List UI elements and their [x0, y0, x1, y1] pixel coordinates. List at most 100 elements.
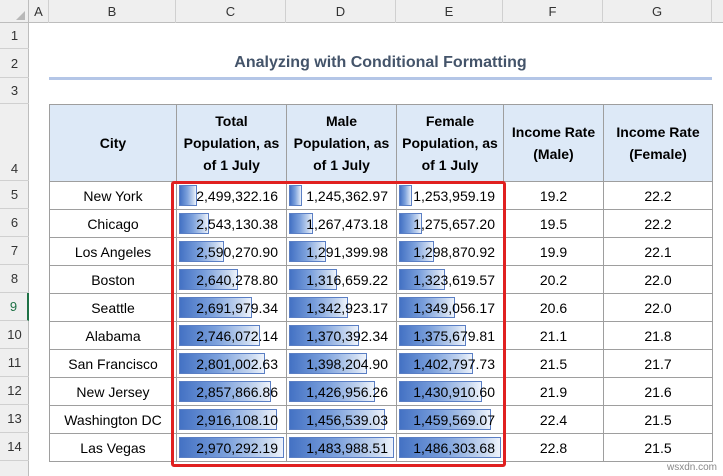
row-header-9[interactable]: 9: [0, 293, 29, 321]
cell-income-rate-male[interactable]: 19.5: [503, 209, 604, 238]
cell-female-population[interactable]: 1,486,303.68: [396, 433, 504, 462]
select-all-corner[interactable]: [0, 0, 29, 23]
cell-value: 2,970,292.19: [196, 439, 278, 456]
header-city[interactable]: City: [49, 104, 177, 182]
cell-total-population[interactable]: 2,916,108.10: [176, 405, 287, 434]
row-header-14[interactable]: 14: [0, 433, 29, 461]
data-bar: [179, 437, 284, 458]
cell-city[interactable]: Alabama: [49, 321, 177, 350]
cell-city[interactable]: Chicago: [49, 209, 177, 238]
cell-income-rate-male[interactable]: 19.2: [503, 181, 604, 210]
header-male-population[interactable]: Male Population, as of 1 July: [286, 104, 397, 182]
header-income-rate-male[interactable]: Income Rate (Male): [503, 104, 604, 182]
cell-income-rate-female[interactable]: 22.2: [603, 209, 713, 238]
cell-female-population[interactable]: 1,402,797.73: [396, 349, 504, 378]
header-female-population[interactable]: Female Population, as of 1 July: [396, 104, 504, 182]
cell-income-rate-male[interactable]: 21.1: [503, 321, 604, 350]
header-income-rate-female[interactable]: Income Rate (Female): [603, 104, 713, 182]
cell-income-rate-female[interactable]: 21.6: [603, 377, 713, 406]
cell-income-rate-male[interactable]: 21.9: [503, 377, 604, 406]
cell-male-population[interactable]: 1,245,362.97: [286, 181, 397, 210]
row-header-8[interactable]: 8: [0, 265, 29, 293]
cell-value: 1,267,473.18: [306, 215, 388, 232]
cell-male-population[interactable]: 1,370,392.34: [286, 321, 397, 350]
cell-city[interactable]: San Francisco: [49, 349, 177, 378]
data-bar: [179, 325, 261, 346]
cell-city[interactable]: New York: [49, 181, 177, 210]
column-header-e[interactable]: E: [396, 0, 503, 23]
column-header-a[interactable]: A: [29, 0, 49, 23]
row-header-6[interactable]: 6: [0, 209, 29, 237]
table-row: Boston 2,640,278.80 1,316,659.22 1,323,619.…: [49, 265, 713, 294]
row-header-1[interactable]: 1: [0, 23, 29, 49]
cell-male-population[interactable]: 1,291,399.98: [286, 237, 397, 266]
row-header-12[interactable]: 12: [0, 377, 29, 405]
row-header-3[interactable]: 3: [0, 78, 29, 104]
row-header-11[interactable]: 11: [0, 349, 29, 377]
cell-female-population[interactable]: 1,275,657.20: [396, 209, 504, 238]
data-bar: [399, 325, 467, 346]
cell-income-rate-male[interactable]: 20.6: [503, 293, 604, 322]
cell-city[interactable]: Las Vegas: [49, 433, 177, 462]
cell-value: 2,499,322.16: [196, 187, 278, 204]
cell-value: 2,590,270.90: [196, 243, 278, 260]
cell-income-rate-female[interactable]: 22.2: [603, 181, 713, 210]
cell-female-population[interactable]: 1,375,679.81: [396, 321, 504, 350]
sheet-title[interactable]: Analyzing with Conditional Formatting: [234, 54, 527, 71]
data-bar: [289, 325, 360, 346]
cell-income-rate-male[interactable]: 21.5: [503, 349, 604, 378]
cell-total-population[interactable]: 2,640,278.80: [176, 265, 287, 294]
cell-city[interactable]: New Jersey: [49, 377, 177, 406]
cell-income-rate-male[interactable]: 22.4: [503, 405, 604, 434]
cell-city[interactable]: Los Angeles: [49, 237, 177, 266]
cell-male-population[interactable]: 1,267,473.18: [286, 209, 397, 238]
column-header-g[interactable]: G: [603, 0, 712, 23]
cell-city[interactable]: Seattle: [49, 293, 177, 322]
cell-total-population[interactable]: 2,857,866.86: [176, 377, 287, 406]
table-row: New Jersey 2,857,866.86 1,426,956.26 1,430,…: [49, 377, 713, 406]
cell-income-rate-female[interactable]: 22.0: [603, 265, 713, 294]
cell-value: 1,375,679.81: [413, 327, 495, 344]
column-header-b[interactable]: B: [49, 0, 176, 23]
column-header-f[interactable]: F: [503, 0, 603, 23]
cell-income-rate-male[interactable]: 22.8: [503, 433, 604, 462]
cell-income-rate-female[interactable]: 22.1: [603, 237, 713, 266]
cell-male-population[interactable]: 1,316,659.22: [286, 265, 397, 294]
cell-total-population[interactable]: 2,499,322.16: [176, 181, 287, 210]
header-total-population[interactable]: Total Population, as of 1 July: [176, 104, 287, 182]
cell-male-population[interactable]: 1,456,539.03: [286, 405, 397, 434]
cell-total-population[interactable]: 2,801,002.63: [176, 349, 287, 378]
cell-value: 1,323,619.57: [413, 271, 495, 288]
cell-male-population[interactable]: 1,426,956.26: [286, 377, 397, 406]
column-header-c[interactable]: C: [176, 0, 286, 23]
row-header-2[interactable]: 2: [0, 49, 29, 78]
cell-income-rate-male[interactable]: 19.9: [503, 237, 604, 266]
cell-value: 1,291,399.98: [306, 243, 388, 260]
data-bar: [399, 381, 482, 402]
row-header-13[interactable]: 13: [0, 405, 29, 433]
cell-total-population[interactable]: 2,590,270.90: [176, 237, 287, 266]
cell-total-population[interactable]: 2,970,292.19: [176, 433, 287, 462]
cell-value: 1,483,988.51: [306, 439, 388, 456]
cell-male-population[interactable]: 1,342,923.17: [286, 293, 397, 322]
cell-income-rate-female[interactable]: 21.5: [603, 405, 713, 434]
data-bar: [399, 185, 412, 206]
cell-city[interactable]: Boston: [49, 265, 177, 294]
cell-male-population[interactable]: 1,483,988.51: [286, 433, 397, 462]
cell-income-rate-female[interactable]: 21.7: [603, 349, 713, 378]
cell-female-population[interactable]: 1,430,910.60: [396, 377, 504, 406]
table-row: Las Vegas 2,970,292.19 1,483,988.51 1,486,3…: [49, 433, 713, 462]
row-header-10[interactable]: 10: [0, 321, 29, 349]
row-header-5[interactable]: 5: [0, 181, 29, 209]
cell-income-rate-female[interactable]: 21.5: [603, 433, 713, 462]
row-header-7[interactable]: 7: [0, 237, 29, 265]
cell-value: 1,349,056.17: [413, 299, 495, 316]
cell-total-population[interactable]: 2,746,072.14: [176, 321, 287, 350]
cell-income-rate-female[interactable]: 22.0: [603, 293, 713, 322]
row-header-4[interactable]: 4: [0, 104, 29, 181]
cell-income-rate-male[interactable]: 20.2: [503, 265, 604, 294]
cell-income-rate-female[interactable]: 21.8: [603, 321, 713, 350]
data-bar: [179, 241, 225, 262]
column-header-d[interactable]: D: [286, 0, 396, 23]
cell-city[interactable]: Washington DC: [49, 405, 177, 434]
